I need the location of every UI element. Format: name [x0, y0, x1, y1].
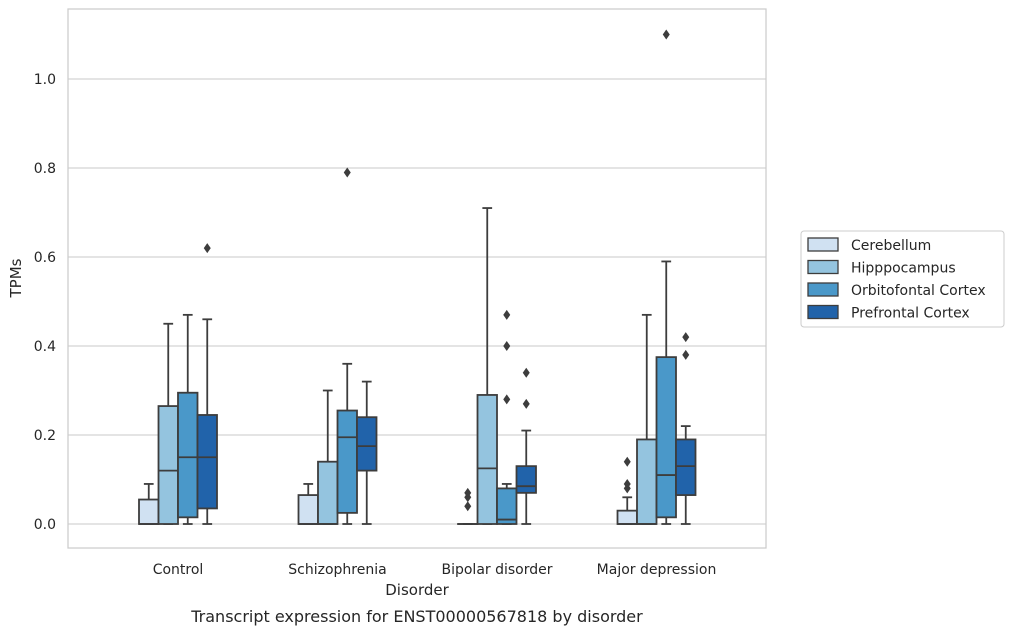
x-tick-label: Control	[153, 562, 204, 578]
outlier-point	[522, 398, 530, 409]
box-body	[655, 356, 677, 519]
legend-swatch	[807, 237, 839, 252]
box-body	[675, 438, 697, 496]
y-tick-label: 1.0	[34, 72, 56, 88]
legend: Cerebellum Hipppocampus Orbitofontal Corte…	[800, 230, 1005, 328]
box-orbitofontal-cortex	[496, 309, 518, 525]
box-body	[336, 409, 358, 514]
box-cerebellum	[297, 483, 319, 525]
box-body	[616, 509, 638, 525]
y-tick-label: 0.4	[34, 339, 56, 355]
box-body	[138, 498, 160, 525]
box-prefrontal-cortex	[196, 243, 218, 525]
box-hipppocampus	[317, 389, 339, 525]
legend-swatch	[807, 259, 839, 275]
legend-label: Prefrontal Cortex	[851, 306, 970, 322]
outlier-point	[623, 456, 631, 467]
legend-frame	[800, 230, 1005, 328]
x-tick-label: Major depression	[597, 562, 717, 578]
box-body	[496, 487, 518, 525]
x-tick-label: Bipolar disorder	[441, 562, 552, 578]
legend-swatch	[807, 282, 839, 297]
box-prefrontal-cortex	[675, 332, 697, 525]
box-body	[356, 416, 378, 472]
box-body	[317, 460, 339, 525]
outlier-point	[343, 167, 351, 178]
y-axis-label: TPMs	[7, 258, 25, 298]
box-hipppocampus	[476, 207, 498, 525]
outlier-point	[503, 394, 511, 405]
plot-frame	[67, 8, 767, 549]
box-cerebellum	[616, 456, 638, 525]
outlier-point	[522, 367, 530, 378]
box-hipppocampus	[157, 322, 179, 525]
box-body	[636, 438, 658, 525]
outlier-point	[503, 309, 511, 320]
legend-label: Orbitofontal Cortex	[851, 283, 986, 299]
y-tick-label: 0.2	[34, 428, 56, 444]
legend-label: Cerebellum	[851, 238, 931, 254]
outlier-point	[623, 478, 631, 489]
box-orbitofontal-cortex	[336, 167, 358, 525]
legend-label: Hipppocampus	[851, 261, 956, 277]
box-prefrontal-cortex	[356, 380, 378, 525]
outlier-point	[682, 332, 690, 343]
box-cerebellum	[457, 487, 479, 525]
outlier-point	[464, 501, 472, 512]
outlier-point	[682, 349, 690, 360]
outlier-point	[464, 487, 472, 498]
box-series	[138, 29, 697, 525]
box-prefrontal-cortex	[515, 367, 537, 525]
x-axis-ticks: Control Schizophrenia Bipolar disorder Majo…	[153, 562, 717, 578]
y-axis-ticks: 0.0 0.2 0.4 0.6 0.8 1.0	[34, 72, 56, 533]
y-tick-label: 0.8	[34, 161, 56, 177]
chart-caption: Transcript expression for ENST0000056781…	[190, 607, 643, 626]
box-body	[476, 394, 498, 525]
box-body	[196, 414, 218, 510]
outlier-point	[662, 29, 670, 40]
box-body	[177, 391, 199, 519]
y-tick-label: 0.6	[34, 250, 56, 266]
outlier-point	[503, 341, 511, 351]
y-tick-label: 0.0	[34, 517, 56, 533]
box-cerebellum	[138, 483, 160, 525]
box-orbitofontal-cortex	[655, 29, 677, 525]
box-body	[297, 494, 319, 525]
x-axis-label: Disorder	[385, 581, 449, 599]
legend-swatch	[807, 304, 839, 320]
outlier-point	[203, 243, 211, 254]
x-tick-label: Schizophrenia	[288, 562, 386, 578]
box-body	[515, 465, 537, 494]
box-body	[157, 405, 179, 525]
